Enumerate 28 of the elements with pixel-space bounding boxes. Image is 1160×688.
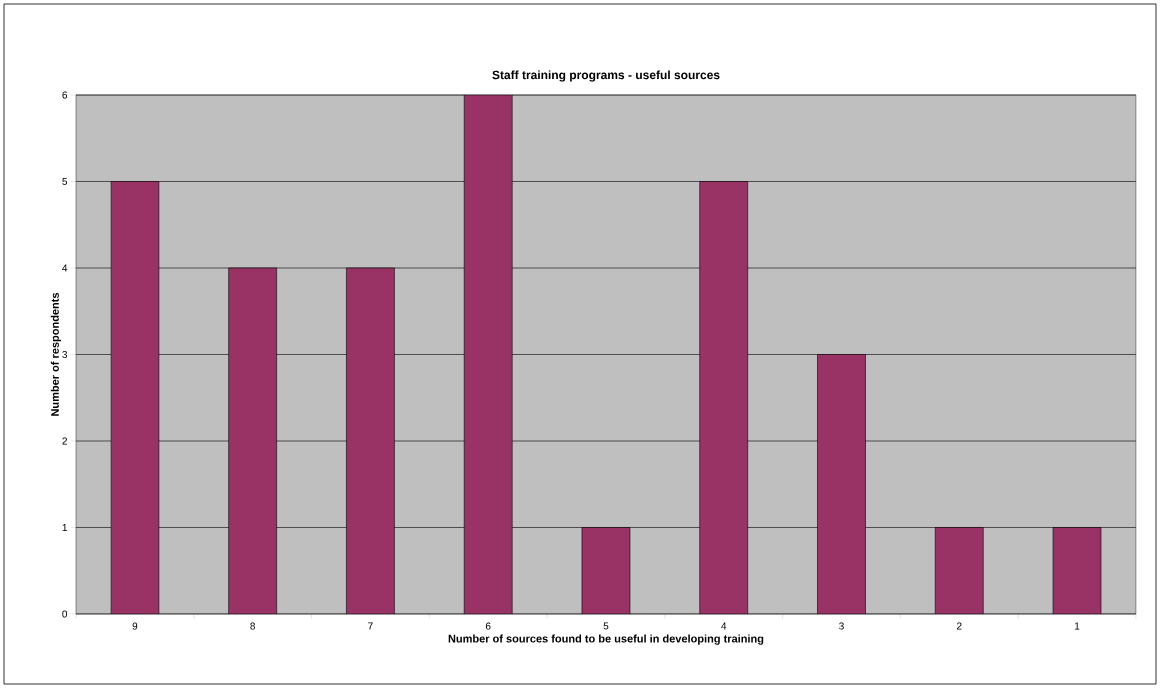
y-tick-label: 6 <box>62 91 68 99</box>
y-tick-label: 4 <box>62 264 68 272</box>
x-tick-label: 4 <box>721 622 727 630</box>
x-axis-title: Number of sources found to be useful in developing training <box>448 634 764 645</box>
x-tick-label: 1 <box>1075 622 1080 630</box>
y-tick-label: 1 <box>62 524 67 531</box>
y-tick-label: 0 <box>62 610 68 618</box>
bar <box>228 267 277 614</box>
chart-title: Staff training programs - useful sources <box>492 70 720 82</box>
bar <box>346 267 395 614</box>
x-tick-label: 5 <box>603 622 609 630</box>
x-tick-label: 2 <box>956 622 962 630</box>
bar <box>699 181 749 614</box>
bar <box>463 95 513 614</box>
x-tick-label: 9 <box>132 622 138 630</box>
x-tick-label: 7 <box>368 622 373 630</box>
x-tick-label: 6 <box>485 622 491 630</box>
bar <box>581 527 631 614</box>
bar <box>1052 527 1102 614</box>
y-tick-label: 5 <box>62 178 68 185</box>
bar <box>110 181 160 614</box>
y-axis-title: Number of respondents <box>50 292 62 416</box>
y-tick-label: 3 <box>62 350 68 359</box>
x-tick-label: 8 <box>250 622 256 630</box>
bar <box>817 354 866 614</box>
y-tick-label: 2 <box>62 437 67 445</box>
x-tick-label: 3 <box>839 622 844 630</box>
bar <box>934 527 984 614</box>
